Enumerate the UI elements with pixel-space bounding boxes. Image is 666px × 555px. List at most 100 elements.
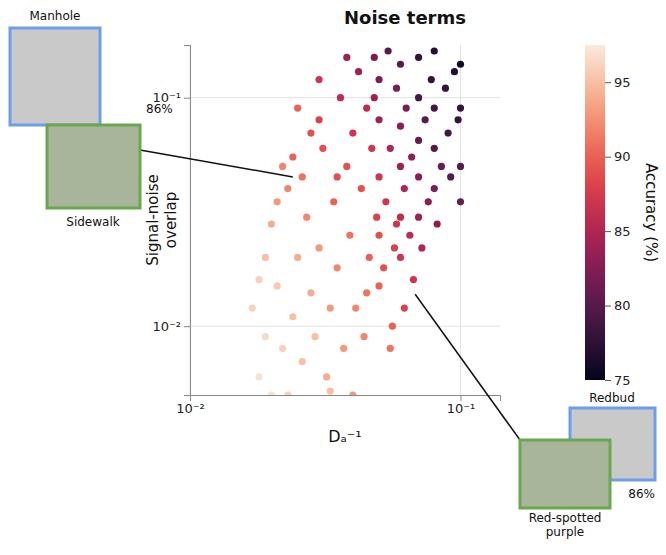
point [368, 145, 375, 152]
point [366, 254, 373, 261]
point [315, 76, 322, 83]
point [294, 105, 301, 112]
colorbar-tick: 90 [605, 149, 631, 164]
point [455, 116, 462, 123]
point [389, 323, 396, 330]
x-axis-line [191, 396, 501, 402]
point [299, 173, 306, 180]
point [403, 105, 410, 112]
x-tick: 10⁻² [176, 395, 205, 416]
point [315, 244, 322, 251]
point [397, 214, 404, 221]
x-tick-mark [460, 395, 461, 401]
image-placeholder [10, 28, 100, 125]
colorbar-tick-label: 90 [614, 149, 631, 164]
point [340, 345, 347, 352]
y-tick: 10⁻² [152, 319, 190, 334]
colorbar-tick: 80 [605, 298, 631, 313]
colorbar-tick-mark [605, 306, 611, 307]
point [262, 333, 269, 340]
point [393, 220, 400, 227]
image-label: Red-spottedpurple [529, 511, 602, 539]
point [327, 388, 334, 395]
x-tick-label: 10⁻² [176, 401, 205, 416]
colorbar-tick-mark [605, 157, 611, 158]
point [425, 198, 432, 205]
point [352, 305, 359, 312]
point [373, 214, 380, 221]
point [442, 85, 449, 92]
y-tick-label: 10⁻² [152, 319, 181, 334]
point [375, 173, 382, 180]
point [334, 264, 341, 271]
y-axis-line [184, 46, 191, 396]
point [307, 289, 314, 296]
point [434, 220, 441, 227]
point [360, 333, 367, 340]
point [422, 116, 429, 123]
point [343, 163, 350, 170]
grid [190, 45, 500, 395]
point [408, 153, 415, 160]
x-tick: 10⁻¹ [447, 395, 476, 416]
point [387, 145, 394, 152]
point [319, 145, 326, 152]
point [415, 54, 422, 61]
y-tick-mark [184, 98, 190, 99]
point [349, 129, 356, 136]
point [268, 391, 275, 395]
point [327, 305, 334, 312]
point [391, 244, 398, 251]
leader-line [140, 150, 293, 177]
colorbar-tick-label: 95 [614, 75, 631, 90]
point [262, 254, 269, 261]
point [438, 163, 445, 170]
colorbar-title: Accuracy (%) [642, 163, 660, 262]
point [397, 61, 404, 68]
annotation-label: 86% [628, 487, 655, 501]
point [307, 129, 314, 136]
point [279, 163, 286, 170]
image-placeholder [520, 440, 610, 508]
x-axis-title: Dₐ⁻¹ [328, 427, 361, 446]
point [375, 232, 382, 239]
point [415, 137, 422, 144]
title: Noise terms [344, 7, 466, 28]
point [431, 185, 438, 192]
point [371, 94, 378, 101]
point [255, 373, 262, 380]
point [451, 68, 458, 75]
colorbar-axis-line [606, 46, 612, 381]
point [457, 198, 464, 205]
point [431, 105, 438, 112]
point [358, 185, 365, 192]
chart: Noise terms10⁻²10⁻¹10⁻²10⁻¹Dₐ⁻¹Signal-no… [0, 0, 666, 555]
annotation: ManholeSidewalk86% [10, 9, 293, 229]
point [457, 163, 464, 170]
image-label: Sidewalk [66, 215, 119, 229]
point [393, 85, 400, 92]
point [303, 214, 310, 221]
point [284, 185, 291, 192]
point [315, 116, 322, 123]
point [397, 123, 404, 130]
point [415, 94, 422, 101]
point [268, 220, 275, 227]
y-tick-mark [184, 326, 190, 327]
colorbar-tick-mark [605, 82, 611, 83]
point [457, 105, 464, 112]
point [349, 391, 356, 395]
colorbar-tick-label: 80 [614, 298, 631, 313]
point [337, 94, 344, 101]
x-tick-label: 10⁻¹ [447, 401, 476, 416]
point [289, 313, 296, 320]
point [410, 276, 417, 283]
point [406, 232, 413, 239]
colorbar-tick-mark [605, 231, 611, 232]
colorbar [585, 45, 605, 380]
point [457, 61, 464, 68]
point [311, 333, 318, 340]
colorbar-tick-label: 75 [614, 373, 631, 388]
y-axis-title: Signal-noiseoverlap [144, 174, 180, 265]
image-label: Manhole [30, 9, 81, 23]
